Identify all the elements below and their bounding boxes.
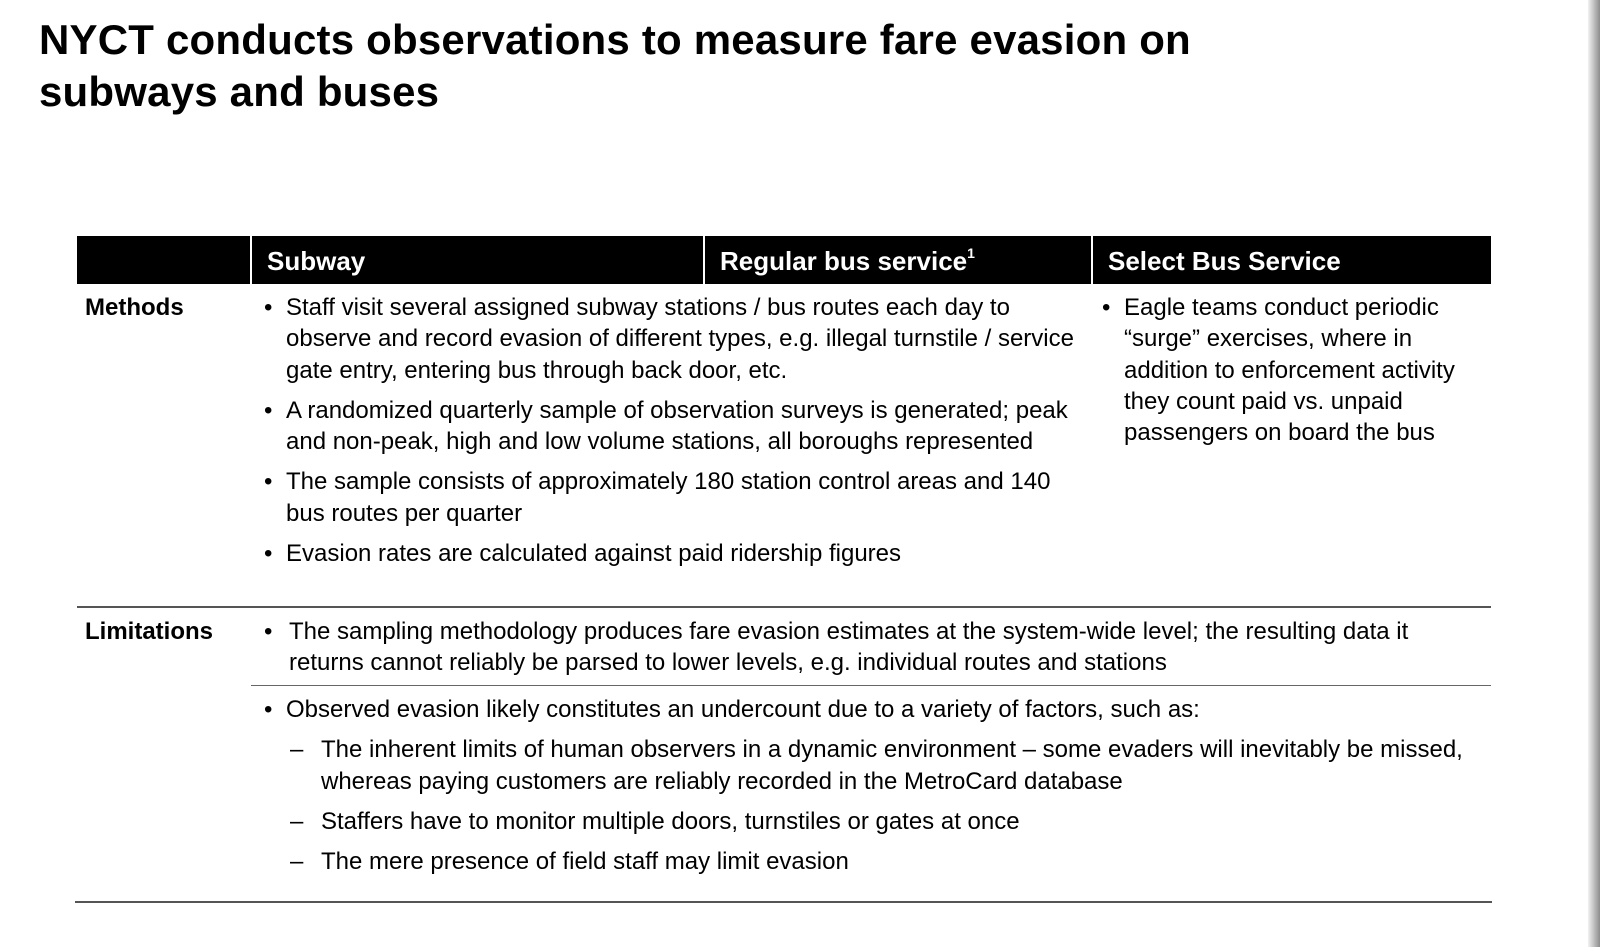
sub-bullet-list: The inherent limits of human observers i…: [286, 734, 1466, 877]
limitations-bullet-list-1: The sampling methodology produces fare e…: [256, 616, 1446, 679]
page-title: NYCT conducts observations to measure fa…: [39, 14, 1191, 118]
list-item-text: Observed evasion likely constitutes an u…: [286, 696, 1200, 723]
methods-label: Methods: [85, 294, 184, 321]
table-header: Subway Regular bus service1 Select Bus S…: [77, 236, 1491, 284]
list-item: Staff visit several assigned subway stat…: [256, 292, 1086, 386]
inner-divider: [251, 685, 1491, 686]
row-divider: [77, 606, 1491, 608]
page-title-line-1: NYCT conducts observations to measure fa…: [39, 16, 1191, 63]
header-regular-bus-label: Regular bus service: [720, 246, 968, 276]
header-regular-bus: Regular bus service1: [704, 236, 1090, 284]
header-select-bus: Select Bus Service: [1108, 246, 1341, 276]
header-subway: Subway: [267, 246, 366, 276]
list-item: The sampling methodology produces fare e…: [256, 616, 1446, 679]
limitations-bullet-list-2: Observed evasion likely constitutes an u…: [256, 694, 1471, 878]
page-title-line-2: subways and buses: [39, 68, 440, 115]
limitations-label: Limitations: [85, 618, 214, 645]
table-bottom-border: [75, 901, 1492, 903]
list-item: The sample consists of approximately 180…: [256, 466, 1086, 529]
sub-list-item: Staffers have to monitor multiple doors,…: [286, 806, 1466, 838]
sub-list-item: The inherent limits of human observers i…: [286, 734, 1466, 797]
window-edge-shadow: [1588, 0, 1600, 947]
select-bus-methods-list: Eagle teams conduct periodic “surge” exe…: [1094, 292, 1494, 448]
methods-bullet-list: Staff visit several assigned subway stat…: [256, 292, 1086, 570]
header-separator: [250, 236, 252, 284]
sub-list-item: The mere presence of field staff may lim…: [286, 846, 1466, 878]
header-separator: [703, 236, 705, 284]
list-item: Observed evasion likely constitutes an u…: [256, 694, 1471, 878]
footnote-marker: 1: [967, 245, 975, 261]
list-item: A randomized quarterly sample of observa…: [256, 395, 1086, 458]
header-separator: [1091, 236, 1093, 284]
list-item: Evasion rates are calculated against pai…: [256, 538, 1086, 570]
list-item: Eagle teams conduct periodic “surge” exe…: [1094, 292, 1494, 448]
